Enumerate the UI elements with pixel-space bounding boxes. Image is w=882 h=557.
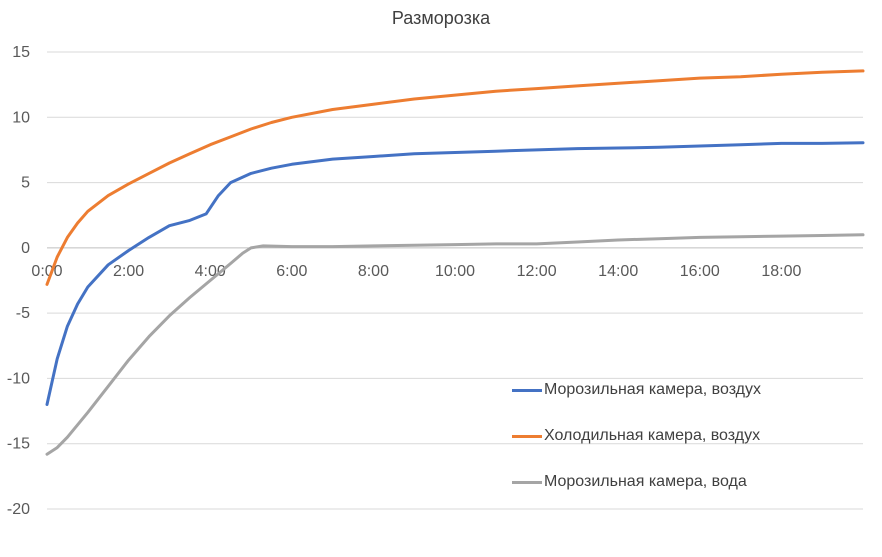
legend: Морозильная камера, воздух Холодильная к… bbox=[512, 367, 842, 505]
x-tick-label: 0:00 bbox=[31, 263, 62, 280]
legend-label: Холодильная камера, воздух bbox=[544, 427, 761, 444]
chart-title: Разморозка bbox=[391, 8, 491, 28]
series-line bbox=[45, 69, 865, 286]
y-tick-label: 15 bbox=[12, 44, 30, 61]
x-tick-label: 16:00 bbox=[680, 263, 720, 280]
x-tick-label: 2:00 bbox=[113, 263, 144, 280]
series-line bbox=[45, 233, 865, 456]
legend-item: Морозильная камера, вода bbox=[512, 459, 842, 505]
legend-label: Морозильная камера, вода bbox=[544, 473, 747, 490]
x-tick-label: 6:00 bbox=[276, 263, 307, 280]
y-tick-label: 0 bbox=[21, 240, 30, 257]
y-tick-label: 5 bbox=[21, 175, 30, 192]
x-tick-label: 14:00 bbox=[598, 263, 638, 280]
x-tick-label: 12:00 bbox=[517, 263, 557, 280]
x-tick-label: 18:00 bbox=[761, 263, 801, 280]
legend-swatch bbox=[512, 480, 542, 484]
x-tick-label: 10:00 bbox=[435, 263, 475, 280]
y-tick-label: -5 bbox=[16, 305, 30, 322]
legend-swatch bbox=[512, 388, 542, 392]
series-line bbox=[45, 141, 865, 406]
y-tick-label: 10 bbox=[12, 109, 30, 126]
legend-swatch bbox=[512, 434, 542, 438]
x-tick-label: 8:00 bbox=[358, 263, 389, 280]
legend-item: Холодильная камера, воздух bbox=[512, 413, 842, 459]
y-tick-label: -15 bbox=[7, 436, 30, 453]
y-tick-label: -20 bbox=[7, 501, 30, 518]
legend-label: Морозильная камера, воздух bbox=[544, 381, 762, 398]
y-tick-label: -10 bbox=[7, 370, 30, 387]
legend-item: Морозильная камера, воздух bbox=[512, 367, 842, 413]
